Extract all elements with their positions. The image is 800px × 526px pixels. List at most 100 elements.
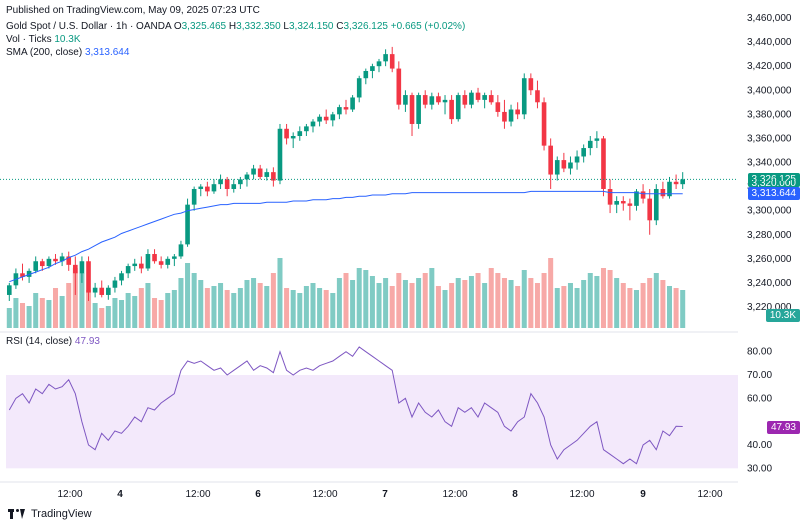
volume-bar bbox=[680, 290, 686, 328]
sma-line bbox=[9, 190, 683, 283]
candle bbox=[185, 198, 190, 247]
volume-bar bbox=[317, 288, 323, 328]
volume-bar bbox=[416, 278, 422, 328]
published-line: Published on TradingView.com, May 09, 20… bbox=[6, 5, 260, 16]
candle bbox=[581, 144, 586, 163]
candle-body bbox=[284, 128, 289, 139]
volume-bar bbox=[356, 268, 362, 328]
candle bbox=[356, 75, 362, 103]
candle-body bbox=[515, 109, 520, 115]
price-tick-label: 3,460,000 bbox=[747, 13, 792, 24]
candle bbox=[6, 282, 12, 301]
candle-body bbox=[627, 203, 633, 206]
volume-bar bbox=[462, 280, 468, 328]
candle bbox=[541, 97, 547, 151]
volume-bar bbox=[482, 283, 488, 328]
volume-bar bbox=[218, 283, 224, 328]
candle-body bbox=[132, 263, 138, 267]
candle-body bbox=[620, 201, 626, 204]
volume-bar bbox=[13, 298, 19, 328]
candle bbox=[125, 263, 131, 279]
candle bbox=[317, 114, 322, 127]
candle-body bbox=[587, 140, 593, 149]
brand-name: TradingView bbox=[31, 508, 92, 520]
candle bbox=[680, 172, 686, 189]
symbol-line: Gold Spot / U.S. Dollar · 1h · OANDA O3,… bbox=[6, 21, 466, 32]
volume-legend[interactable]: Vol · Ticks 10.3K bbox=[6, 34, 81, 45]
candle bbox=[112, 276, 118, 293]
candle bbox=[73, 256, 78, 295]
volume-bar bbox=[165, 293, 171, 328]
tradingview-footer[interactable]: TradingView bbox=[8, 508, 92, 520]
time-tick-label: 6 bbox=[255, 489, 261, 500]
candle bbox=[198, 184, 204, 197]
volume-bar bbox=[666, 286, 673, 328]
volume-bar bbox=[673, 288, 679, 328]
volume-bar bbox=[290, 290, 296, 328]
volume-bar bbox=[244, 280, 250, 328]
rsi-tick-label: 80.00 bbox=[747, 347, 772, 358]
volume-bar bbox=[171, 290, 177, 328]
candle bbox=[165, 256, 171, 269]
candle bbox=[218, 174, 223, 189]
candle bbox=[145, 249, 151, 271]
volume-bar bbox=[660, 280, 666, 328]
candle-body bbox=[20, 273, 25, 277]
candle bbox=[290, 132, 296, 149]
volume-bar bbox=[92, 303, 98, 328]
candle bbox=[422, 90, 428, 109]
time-tick-label: 9 bbox=[640, 489, 646, 500]
volume-bar bbox=[132, 296, 138, 328]
candle-body bbox=[396, 68, 402, 105]
candle bbox=[515, 102, 520, 120]
volume-bar bbox=[528, 278, 534, 328]
candle-body bbox=[475, 92, 481, 100]
candle bbox=[647, 188, 652, 235]
volume-bar bbox=[224, 290, 230, 328]
volume-bar bbox=[125, 293, 131, 328]
volume-bar bbox=[19, 303, 26, 328]
candle-body bbox=[277, 128, 283, 181]
candle bbox=[251, 164, 256, 180]
candle bbox=[231, 179, 237, 193]
rsi-legend[interactable]: RSI (14, close) 47.93 bbox=[6, 336, 100, 347]
candle-body bbox=[218, 179, 223, 185]
candle-body bbox=[389, 54, 395, 69]
candle-body bbox=[290, 136, 296, 139]
symbol-title[interactable]: Gold Spot / U.S. Dollar · 1h · OANDA bbox=[6, 21, 172, 32]
candle bbox=[211, 179, 217, 194]
candle bbox=[119, 270, 124, 286]
candle bbox=[528, 73, 534, 96]
candle-body bbox=[449, 99, 454, 120]
candle-body bbox=[535, 90, 540, 103]
candle bbox=[271, 167, 276, 187]
time-axis: 12:00 4 12:00 6 12:00 7 12:00 8 12:00 9 12:00 bbox=[57, 489, 722, 500]
volume-bar bbox=[422, 273, 428, 328]
volume-bar bbox=[46, 300, 52, 328]
price-tick-label: 3,240,000 bbox=[747, 278, 792, 289]
candle-body bbox=[680, 179, 686, 185]
volume-bar bbox=[647, 278, 653, 328]
candle bbox=[337, 104, 342, 120]
candle-body bbox=[106, 287, 111, 295]
volume-bar bbox=[383, 278, 389, 328]
volume-bar bbox=[369, 276, 375, 328]
candle bbox=[383, 49, 388, 67]
volume-bar bbox=[264, 286, 270, 328]
candle-body bbox=[185, 204, 190, 245]
candle-body bbox=[165, 258, 171, 265]
candle bbox=[323, 109, 329, 124]
candle-body bbox=[429, 96, 435, 105]
candle bbox=[46, 256, 52, 269]
volume-bar bbox=[72, 268, 78, 328]
price-change: +0.665 (+0.02%) bbox=[390, 21, 466, 32]
candle bbox=[66, 251, 72, 271]
candle bbox=[53, 254, 58, 265]
volume-bar bbox=[376, 283, 382, 328]
candle bbox=[508, 104, 514, 127]
candle-body bbox=[139, 263, 144, 269]
sma-legend[interactable]: SMA (200, close) 3,313.644 bbox=[6, 47, 130, 58]
volume-bar bbox=[515, 286, 521, 328]
candle bbox=[436, 92, 441, 105]
